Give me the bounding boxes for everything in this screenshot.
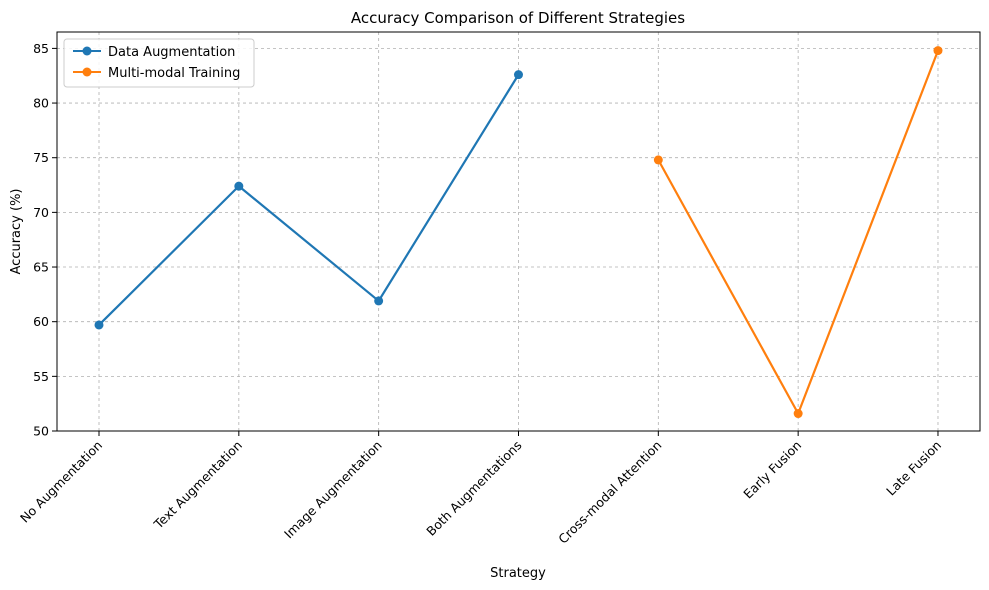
data-point-data-augmentation-text-augmentation [234,181,244,191]
series-layer [94,46,943,419]
data-point-multi-modal-training-early-fusion [793,409,803,419]
legend-label-multi-modal-training: Multi-modal Training [108,66,240,81]
data-point-multi-modal-training-late-fusion [933,46,943,56]
data-point-multi-modal-training-cross-modal-attention [653,155,663,165]
y-axis-label: Accuracy (%) [9,189,24,275]
y-tick-label: 75 [33,150,49,165]
chart-title: Accuracy Comparison of Different Strateg… [351,9,685,27]
x-axis-label: Strategy [490,566,546,581]
y-tick-label: 50 [33,424,49,439]
y-tick-label: 60 [33,314,49,329]
grid-layer [57,32,980,432]
legend-box [63,38,255,88]
data-point-data-augmentation-no-augmentation [94,320,104,330]
y-tick-label: 55 [33,369,49,384]
legend-label-data-augmentation: Data Augmentation [108,45,235,60]
legend-marker-data-augmentation [82,46,92,56]
y-tick-label: 70 [33,205,49,220]
data-point-data-augmentation-image-augmentation [374,296,384,306]
y-tick-label: 65 [33,260,49,275]
series-line-data-augmentation [97,73,520,327]
legend-marker-multi-modal-training [82,67,92,77]
legend: Data Augmentation Multi-modal Training [63,38,255,88]
y-tick-label: 85 [33,41,49,56]
data-point-data-augmentation-both-augmentations [513,70,523,80]
y-tick-label: 80 [33,96,49,111]
